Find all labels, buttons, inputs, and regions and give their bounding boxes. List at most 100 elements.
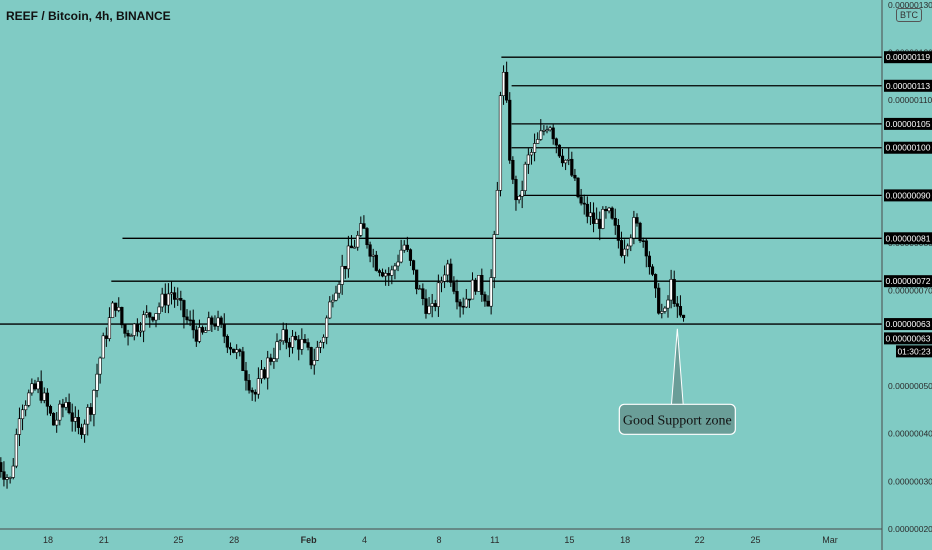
- candle-body: [117, 306, 121, 311]
- candle-body: [359, 223, 363, 236]
- candle-body: [377, 270, 382, 273]
- price-level-tag-text: 0.00000113: [886, 81, 931, 91]
- candle-body: [641, 240, 645, 242]
- candle-body: [275, 341, 279, 360]
- time-axis[interactable]: 18 21 25 28 Feb 4 8 11 15 18 22 25 Mar: [0, 528, 882, 545]
- candle-body: [247, 380, 251, 391]
- time-tick-label: 4: [362, 535, 367, 545]
- candle-body: [123, 324, 127, 334]
- time-tick-label: 25: [173, 535, 183, 545]
- candle-body: [632, 217, 636, 239]
- candle-body: [452, 282, 456, 292]
- price-level-tag-text: 0.00000081: [886, 233, 931, 243]
- candle-body: [517, 196, 521, 201]
- candle-body: [194, 329, 198, 342]
- candle-body: [629, 237, 633, 247]
- candle-body: [179, 298, 183, 301]
- time-tick-label: 8: [436, 535, 441, 545]
- candle-body: [579, 196, 583, 204]
- candle-body: [542, 130, 546, 132]
- candle-body: [449, 263, 453, 283]
- candle-body: [98, 357, 102, 375]
- candle-body: [514, 179, 518, 201]
- candle-body: [120, 306, 124, 326]
- candle-body: [70, 412, 74, 422]
- candle-body: [51, 412, 56, 426]
- candle-body: [219, 317, 223, 325]
- candle-body: [104, 335, 108, 339]
- candle-body: [464, 298, 468, 308]
- candle-body: [160, 293, 164, 308]
- candle-body: [402, 244, 406, 251]
- candle-body: [529, 152, 534, 156]
- candle-body: [582, 202, 586, 205]
- candle-body: [185, 316, 189, 321]
- candle-body: [532, 143, 537, 153]
- candle-body: [148, 312, 152, 318]
- price-tick-label: 0.00000110: [888, 95, 932, 105]
- candle-body: [67, 402, 71, 414]
- candle-body: [551, 127, 555, 140]
- currency-unit-button[interactable]: BTC: [896, 8, 922, 22]
- price-level-tag: [884, 275, 932, 288]
- candle-body: [266, 357, 270, 379]
- candle-body: [554, 138, 558, 146]
- candle-body: [101, 335, 105, 359]
- candle-body: [526, 154, 530, 165]
- candle-body: [281, 329, 285, 342]
- bar-countdown-tag: [896, 345, 932, 358]
- candle-body: [151, 316, 155, 321]
- candle-body: [92, 390, 96, 415]
- price-tick-label: 0.00000040: [888, 429, 932, 439]
- price-level-tag-text: 0.00000063: [886, 319, 931, 329]
- candle-body: [61, 403, 65, 408]
- candle-body: [644, 240, 648, 257]
- candle-body: [474, 279, 478, 292]
- candle-body: [188, 319, 192, 322]
- candle-body: [272, 358, 276, 362]
- candle-body: [290, 335, 295, 348]
- symbol-title: REEF / Bitcoin, 4h, BINANCE: [6, 9, 171, 23]
- candle-body: [30, 383, 34, 394]
- candle-body: [306, 342, 310, 348]
- candle-body: [334, 292, 338, 301]
- candle-body: [129, 335, 133, 337]
- callout-box[interactable]: [618, 403, 736, 435]
- current-price-tag-text: 0.00000063: [886, 333, 931, 343]
- price-level-lines[interactable]: [0, 56, 882, 325]
- candle-body: [607, 207, 611, 212]
- candle-body: [157, 306, 161, 314]
- candle-body: [86, 407, 90, 425]
- candle-body: [238, 349, 242, 352]
- candle-body: [328, 301, 332, 319]
- candle-body: [287, 342, 292, 348]
- candle-body: [250, 389, 254, 393]
- callout-text: Good Support zone: [623, 413, 732, 428]
- candle-body: [436, 282, 440, 307]
- candle-body: [424, 298, 428, 314]
- candle-body: [387, 273, 391, 276]
- candle-body: [169, 292, 174, 295]
- candle-body: [489, 277, 493, 307]
- price-level-tag-text: 0.00000072: [886, 276, 931, 286]
- time-tick-label: 11: [490, 535, 499, 545]
- price-tick-label: 0.00000130: [888, 0, 932, 10]
- candle-body: [480, 275, 484, 295]
- candle-body: [11, 465, 15, 478]
- support-zone-callout[interactable]: Good Support zone: [618, 328, 736, 435]
- candle-body: [321, 336, 326, 343]
- candle-body: [672, 279, 676, 304]
- candle-body: [173, 292, 177, 300]
- candle-body: [89, 407, 93, 415]
- candle-body: [548, 127, 552, 131]
- candle-body: [371, 254, 375, 257]
- candle-body: [346, 245, 350, 270]
- candle-body: [58, 403, 62, 421]
- candle-body: [14, 434, 18, 467]
- candle-body: [539, 130, 543, 140]
- candle-body: [666, 299, 670, 309]
- candle-body: [204, 330, 208, 333]
- candle-body: [669, 279, 673, 301]
- time-tick-label: 18: [43, 535, 53, 545]
